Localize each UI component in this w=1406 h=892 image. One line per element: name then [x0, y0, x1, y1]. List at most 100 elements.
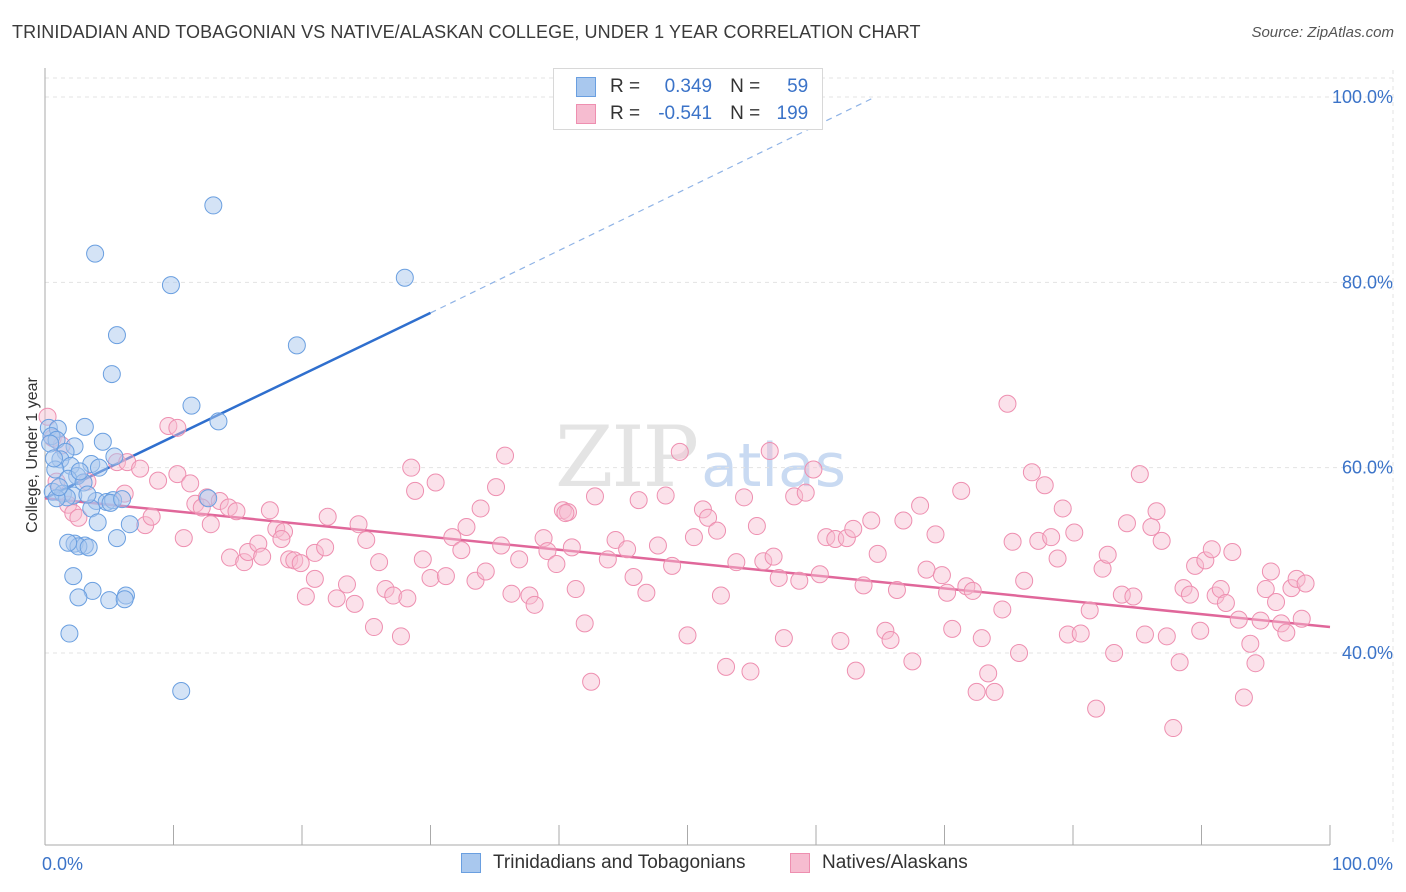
point-natives-alaskans [1157, 627, 1176, 646]
point-natives-alaskans [1053, 499, 1072, 518]
point-natives-alaskans [69, 508, 88, 527]
point-natives-alaskans [629, 491, 648, 510]
point-natives-alaskans [1093, 559, 1112, 578]
point-natives-alaskans [1234, 688, 1253, 707]
point-natives-alaskans [316, 538, 335, 557]
point-natives-alaskans [790, 571, 809, 590]
point-natives-alaskans [727, 553, 746, 572]
point-trinidadians [115, 590, 134, 609]
point-natives-alaskans [227, 502, 246, 521]
point-natives-alaskans [305, 569, 324, 588]
point-natives-alaskans [452, 541, 471, 560]
point-trinidadians [89, 458, 108, 477]
point-natives-alaskans [1251, 611, 1270, 630]
n-value-blue: 59 [787, 76, 809, 97]
legend-item-natives: Natives/Alaskans [790, 852, 968, 874]
point-natives-alaskans [868, 544, 887, 563]
point-natives-alaskans [1105, 644, 1124, 662]
point-natives-alaskans [881, 631, 900, 650]
r-value-pink: -0.541 [658, 103, 713, 124]
point-natives-alaskans [985, 682, 1004, 701]
x-tick-label: 100.0% [1332, 854, 1393, 874]
r-key: R = [610, 76, 641, 97]
point-natives-alaskans [1223, 542, 1242, 561]
point-natives-alaskans [575, 614, 594, 633]
point-natives-alaskans [972, 629, 991, 648]
point-natives-alaskans [487, 478, 506, 497]
point-trinidadians [182, 396, 201, 415]
point-trinidadians [93, 432, 112, 451]
point-natives-alaskans [957, 577, 976, 596]
point-natives-alaskans [774, 629, 793, 648]
point-trinidadians [209, 412, 228, 431]
point-natives-alaskans [846, 661, 865, 680]
point-natives-alaskans [1022, 463, 1041, 482]
point-natives-alaskans [525, 595, 544, 614]
point-natives-alaskans [168, 418, 187, 437]
point-trinidadians [64, 567, 83, 586]
point-trinidadians [102, 365, 121, 384]
point-natives-alaskans [1087, 699, 1106, 718]
point-natives-alaskans [1174, 579, 1193, 598]
r-key: R = [610, 103, 641, 124]
point-natives-alaskans [785, 487, 804, 506]
point-trinidadians [120, 515, 139, 534]
point-natives-alaskans [952, 481, 971, 500]
stats-legend: R = 0.349 N = 59 R = -0.541 N = 199 [553, 68, 823, 130]
point-natives-alaskans [370, 553, 389, 572]
point-natives-alaskans [741, 662, 760, 681]
point-natives-alaskans [345, 594, 364, 613]
point-natives-alaskans [1071, 624, 1090, 643]
point-natives-alaskans [582, 672, 601, 691]
point-natives-alaskans [1080, 601, 1099, 620]
point-natives-alaskans [1164, 719, 1183, 738]
stats-row-pink: R = -0.541 N = 199 [576, 101, 808, 127]
point-natives-alaskans [1058, 625, 1077, 644]
point-trinidadians [107, 529, 126, 548]
n-value-pink: 199 [776, 103, 809, 124]
point-trinidadians [86, 244, 105, 263]
point-natives-alaskans [201, 515, 220, 534]
point-natives-alaskans [1015, 571, 1034, 590]
stats-row-blue: R = 0.349 N = 59 [576, 74, 808, 100]
point-natives-alaskans [678, 626, 697, 645]
source-label: Source: ZipAtlas.com [1251, 24, 1394, 41]
point-natives-alaskans [426, 473, 445, 492]
legend-swatch-blue [461, 853, 481, 873]
point-trinidadians [60, 624, 79, 643]
point-natives-alaskans [547, 555, 566, 574]
grid-lines [45, 70, 1394, 845]
points-trinidadians [39, 196, 414, 700]
x-tick-label: 0.0% [42, 854, 83, 874]
point-natives-alaskans [735, 488, 754, 507]
n-key: N = [730, 103, 761, 124]
point-natives-alaskans [364, 618, 383, 637]
point-natives-alaskans [1130, 465, 1149, 484]
point-natives-alaskans [967, 682, 986, 701]
point-natives-alaskans [854, 576, 873, 595]
point-natives-alaskans [159, 416, 178, 435]
point-natives-alaskans [476, 562, 495, 581]
point-natives-alaskans [391, 627, 410, 646]
point-natives-alaskans [1246, 654, 1265, 673]
point-natives-alaskans [349, 515, 368, 534]
point-trinidadians [79, 538, 98, 557]
points-natives-alaskans [38, 394, 1315, 738]
point-natives-alaskans [510, 550, 529, 569]
point-natives-alaskans [318, 507, 337, 526]
point-natives-alaskans [260, 501, 279, 520]
tick-labels: 40.0% 60.0% 80.0% 100.0% 0.0% 100.0% [42, 87, 1393, 874]
point-trinidadians [161, 276, 180, 295]
point-natives-alaskans [436, 567, 455, 586]
point-natives-alaskans [876, 621, 895, 640]
point-trinidadians [88, 513, 107, 532]
point-natives-alaskans [327, 589, 346, 608]
watermark-zip: ZIP [555, 408, 699, 506]
point-natives-alaskans [684, 528, 703, 547]
chart-title: TRINIDADIAN AND TOBAGONIAN VS NATIVE/ALA… [12, 22, 921, 42]
point-natives-alaskans [926, 525, 945, 544]
point-natives-alaskans [648, 536, 667, 555]
point-natives-alaskans [837, 529, 856, 548]
point-natives-alaskans [496, 446, 515, 465]
